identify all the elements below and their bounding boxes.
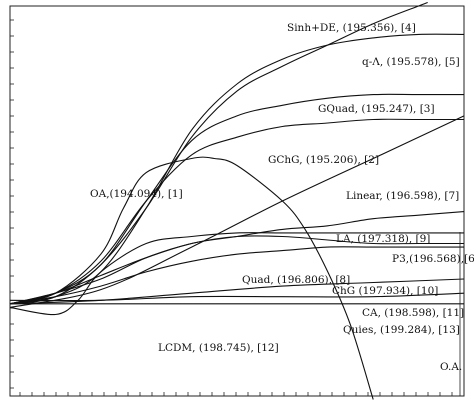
series-line-3 — [9, 93, 464, 305]
series-curves — [9, 1, 465, 400]
series-line-9 — [9, 235, 465, 305]
series-line-6 — [9, 115, 465, 308]
series-label-13: LCDM, (198.745), [12] — [158, 342, 279, 354]
series-line-10 — [9, 246, 464, 305]
series-line-4 — [9, 118, 464, 305]
series-label-9: Quad, (196.806), [8] — [242, 274, 350, 286]
series-label-2: q-Λ, (195.578), [5] — [362, 56, 460, 68]
series-label-10: ChG (197.934), [10] — [332, 285, 438, 297]
annotation-1: O.A. — [440, 361, 462, 373]
series-label-5: OA,(194.094), [1] — [90, 188, 183, 200]
series-label-3: GQuad, (195.247), [3] — [318, 103, 435, 115]
series-label-8: P3,(196.568),[6] — [392, 253, 474, 265]
series-label-7: LA, (197.318), [9] — [336, 233, 430, 245]
series-label-11: CA, (198.598), [11] — [362, 307, 464, 319]
series-label-1: Sinh+DE, (195.356), [4] — [287, 22, 416, 34]
series-labels: Sinh+DE, (195.356), [4] q-Λ, (195.578), [… — [90, 22, 474, 373]
series-line-12 — [9, 292, 465, 302]
series-line-5 — [9, 156, 374, 400]
series-label-6: Linear, (196.598), [7] — [346, 190, 459, 202]
plot-frame — [9, 5, 465, 397]
series-label-12: Quies, (199.284), [13] — [343, 324, 460, 336]
series-label-4: GChG, (195.206), [2] — [268, 154, 379, 166]
series-line-8 — [9, 232, 464, 316]
axis-ticks — [10, 19, 453, 396]
